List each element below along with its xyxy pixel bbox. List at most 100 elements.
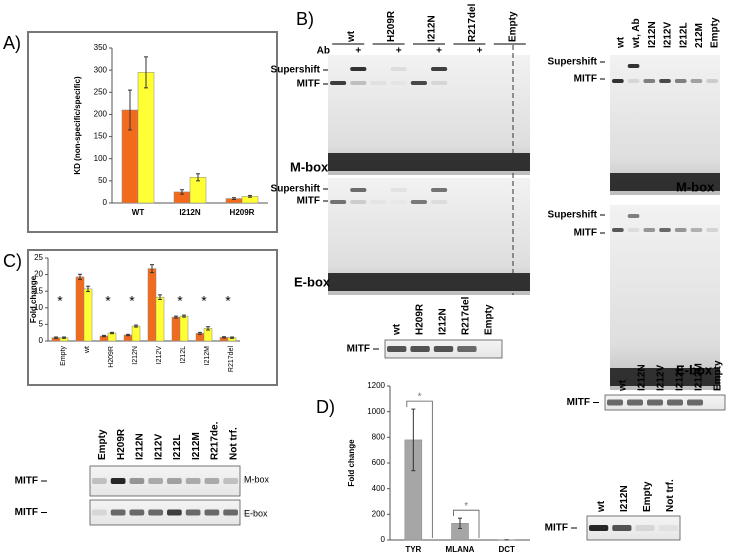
- probe-label: E-box: [294, 274, 331, 289]
- panel-c-frame: [27, 249, 278, 386]
- gel-band: [223, 509, 238, 516]
- antibody-mark: +: [355, 46, 361, 57]
- x-tick-label: I212M: [204, 346, 211, 366]
- gel-band: [612, 79, 624, 83]
- y-tick-label: 1000: [367, 407, 385, 416]
- gel-band: [129, 478, 145, 484]
- antibody-mark: +: [436, 46, 442, 57]
- lane-label: R217del: [461, 296, 472, 335]
- x-tick-label: I212N: [132, 346, 139, 365]
- x-tick-label: WT: [132, 208, 145, 217]
- x-tick-label: DCT: [498, 545, 515, 554]
- gel-band: [223, 478, 238, 484]
- y-tick-label: 250: [94, 87, 108, 96]
- y-tick-label: 150: [94, 132, 108, 141]
- gel-band: [370, 200, 386, 204]
- probe-label: E-box: [676, 362, 713, 377]
- gel-band: [659, 79, 671, 83]
- gel-band: [690, 228, 703, 232]
- y-tick-label: 350: [94, 43, 108, 52]
- gel-band: [185, 478, 201, 484]
- x-tick-label: MLANA: [446, 545, 475, 554]
- gel-band: [391, 81, 407, 85]
- y-tick-label: 200: [372, 509, 386, 518]
- gel-band: [658, 525, 678, 531]
- y-tick-label: 15: [34, 286, 43, 295]
- lane-label: Empty: [484, 304, 495, 335]
- gel-band: [110, 478, 126, 484]
- y-tick-label: 25: [34, 253, 43, 262]
- gel-band: [350, 81, 367, 85]
- gel-band: [148, 478, 163, 484]
- x-tick-label: TYR: [405, 545, 421, 554]
- band-label: Supershift: [548, 57, 598, 68]
- gel-band: [185, 509, 201, 516]
- gel-band: [674, 79, 687, 83]
- lane-label: Not trf.: [665, 479, 676, 512]
- lane-label: R217del: [467, 3, 478, 42]
- bar: [179, 315, 189, 342]
- gel-band: [204, 509, 220, 516]
- lane-label: wt: [346, 30, 357, 43]
- gel-band: [330, 200, 347, 204]
- gel-band: [410, 81, 427, 85]
- gel-band: [167, 478, 182, 484]
- gel-band: [647, 399, 663, 406]
- bar: [107, 332, 117, 342]
- gel-band: [635, 525, 655, 531]
- lane-label: 212M: [694, 23, 705, 48]
- lane-label: I212N: [647, 21, 658, 48]
- significance-mark: *: [418, 392, 422, 403]
- lane-label: H209R: [415, 303, 426, 335]
- gel-band: [410, 200, 427, 204]
- lane-label: I212V: [656, 365, 667, 391]
- significance-mark: *: [201, 293, 207, 309]
- band-label: MITF: [574, 228, 597, 239]
- gel-band: [391, 200, 407, 204]
- lane-label: wt, Ab: [631, 18, 642, 49]
- bar: [137, 72, 155, 204]
- gel-band: [350, 188, 367, 192]
- y-axis-label: KD (non-specific/specific): [73, 76, 82, 175]
- y-tick-label: 200: [94, 110, 108, 119]
- lane-label: I212M: [694, 363, 705, 391]
- gel-band: [387, 346, 407, 352]
- gel-free-probe: [328, 153, 530, 171]
- lane-label: Empty: [97, 429, 108, 460]
- antibody-mark: +: [477, 46, 483, 57]
- lane-label: wt: [615, 36, 626, 49]
- y-tick-label: 0: [381, 535, 386, 544]
- gel-band: [431, 67, 448, 71]
- lane-label: H209R: [386, 10, 397, 42]
- significance-bracket: [406, 400, 433, 538]
- lane-label: Empty: [713, 360, 724, 391]
- y-axis-label: Fold change: [347, 439, 356, 487]
- antibody-label: Ab: [317, 46, 330, 57]
- x-tick-label: I212L: [180, 346, 187, 364]
- gel-band: [431, 200, 448, 204]
- y-tick-label: 10: [34, 303, 43, 312]
- gel-band: [204, 478, 220, 484]
- lane-label: I212N: [438, 308, 449, 335]
- panel-label: D): [316, 397, 335, 417]
- significance-mark: *: [129, 293, 135, 309]
- gel-band: [589, 525, 609, 531]
- bar: [83, 288, 93, 342]
- y-tick-label: 800: [372, 432, 386, 441]
- y-tick-label: 400: [372, 484, 386, 493]
- bar: [171, 316, 181, 342]
- x-tick-label: I212V: [156, 346, 163, 365]
- gel-band: [690, 79, 703, 83]
- gel-band: [390, 188, 407, 192]
- gel: [610, 55, 720, 195]
- significance-mark: *: [57, 293, 63, 309]
- gel-band: [627, 79, 640, 83]
- lane-label: I212V: [663, 22, 674, 48]
- y-axis-label: Fold change: [29, 275, 38, 323]
- gel-band: [627, 214, 640, 218]
- gel-band: [431, 81, 448, 85]
- probe-label: M-box: [676, 179, 715, 194]
- lane-label: Empty: [507, 11, 518, 42]
